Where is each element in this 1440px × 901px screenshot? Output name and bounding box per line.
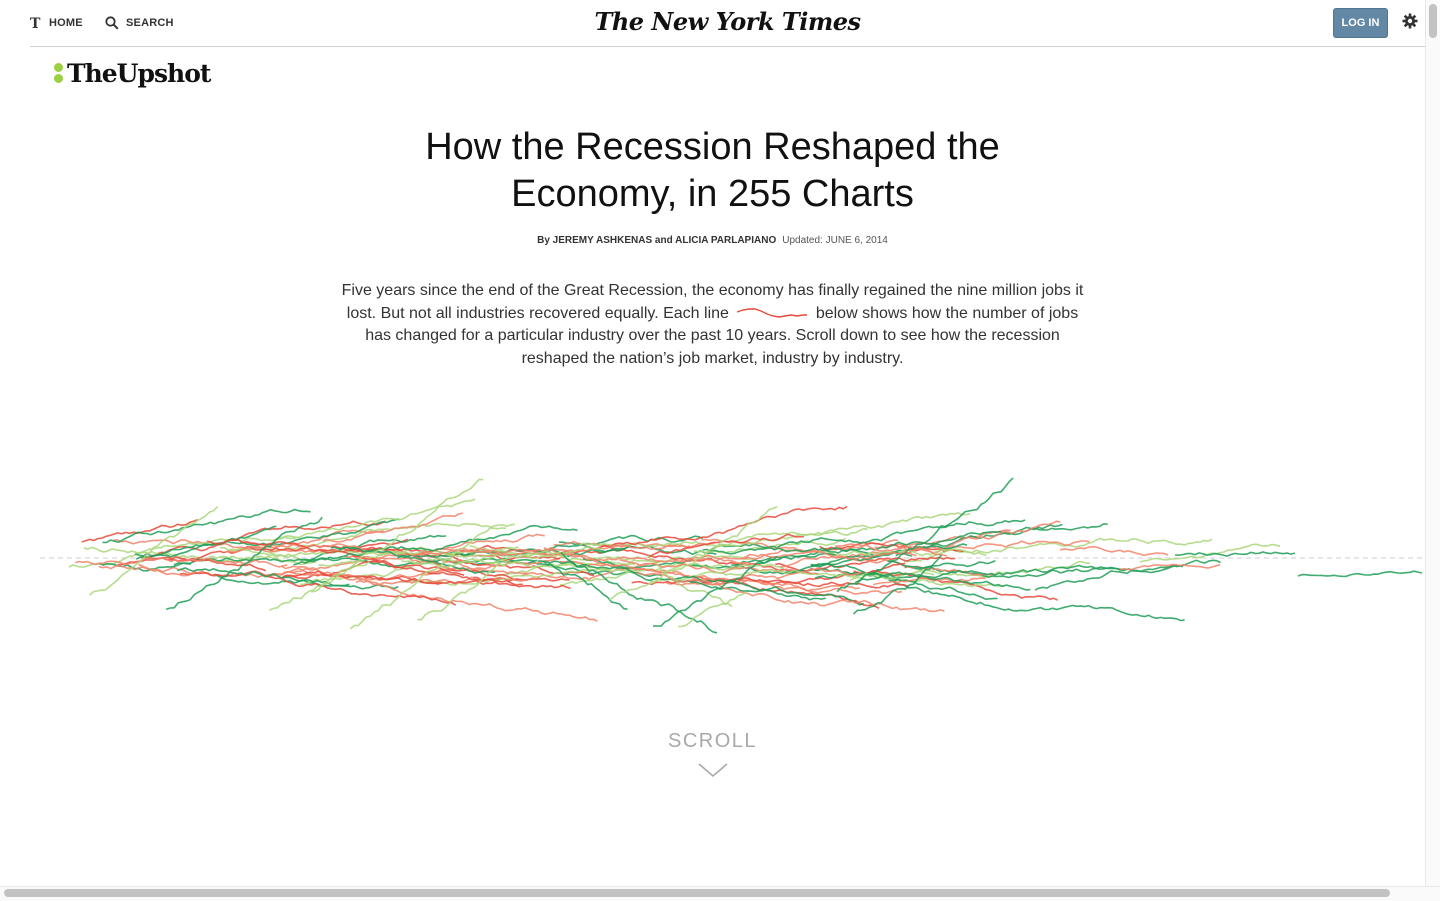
industry-line	[322, 512, 463, 543]
login-button[interactable]: LOG IN	[1333, 8, 1388, 38]
headline-line-1: How the Recession Reshaped the	[425, 126, 1000, 168]
industry-line	[135, 525, 277, 560]
industry-line	[608, 505, 778, 601]
industry-line	[647, 533, 804, 559]
industry-line	[775, 556, 956, 572]
byline-authors: By JEREMY ASHKENAS and ALICIA PARLAPIANO	[537, 235, 777, 246]
industry-line	[89, 506, 219, 596]
industry-line	[834, 543, 948, 557]
industry-line	[650, 568, 935, 583]
industry-line	[165, 516, 323, 611]
industry-line	[75, 557, 288, 568]
industry-line	[102, 508, 311, 544]
industry-line	[852, 554, 943, 615]
industry-line	[141, 520, 386, 559]
industry-line	[582, 557, 692, 569]
search-icon	[105, 16, 119, 30]
nyt-masthead-logo[interactable]: The New York Times	[594, 7, 862, 36]
intro-text-before: Five years since the end of the Great Re…	[341, 282, 1084, 322]
the-upshot-logo[interactable]: TheUpshot	[54, 58, 211, 88]
home-link[interactable]: T HOME	[30, 14, 83, 32]
intro-text-after: below shows how the number of jobs has c…	[365, 304, 1079, 367]
industry-line	[270, 498, 476, 542]
industry-line	[678, 591, 747, 628]
industry-line	[206, 539, 523, 587]
industry-line	[311, 478, 484, 593]
industry-line	[888, 579, 1185, 622]
industry-line	[653, 555, 778, 627]
industry-line	[282, 570, 571, 590]
industry-line	[602, 544, 820, 576]
industry-line	[1174, 551, 1296, 557]
industry-line	[411, 541, 716, 557]
industry-line	[665, 578, 903, 595]
vertical-scrollbar-thumb[interactable]	[1429, 4, 1437, 38]
industry-line	[708, 519, 1026, 552]
industry-line	[269, 560, 370, 611]
industry-line	[226, 542, 367, 554]
nyt-t-logo-icon: T	[30, 16, 41, 30]
upshot-dots-icon	[54, 62, 63, 84]
industry-line	[281, 565, 598, 622]
scroll-prompt[interactable]: SCROLL	[667, 730, 758, 752]
industry-line	[349, 527, 507, 630]
industry-line	[543, 547, 741, 585]
industry-line	[636, 571, 945, 613]
industry-line	[177, 567, 350, 587]
industry-line	[671, 578, 865, 606]
chevron-down-icon[interactable]	[698, 762, 728, 778]
industry-line	[371, 557, 465, 576]
industry-line	[721, 567, 866, 581]
industry-line	[887, 560, 996, 569]
industry-line	[836, 477, 1014, 593]
industry-line	[853, 570, 1059, 601]
upshot-logo-text: TheUpshot	[67, 58, 211, 88]
industry-line	[731, 552, 836, 567]
industry-line	[417, 559, 510, 621]
industry-line	[173, 534, 447, 566]
industry-line	[1139, 543, 1281, 563]
industry-line	[220, 546, 313, 564]
industry-line	[702, 546, 875, 557]
industry-line	[714, 512, 971, 548]
industry-line	[873, 576, 986, 586]
industry-line	[1297, 570, 1423, 578]
industry-line	[1059, 545, 1169, 557]
svg-text:T: T	[30, 16, 41, 30]
industry-line	[537, 560, 826, 601]
industry-line	[598, 505, 848, 549]
industry-line	[854, 564, 1124, 584]
industry-line	[579, 527, 868, 548]
industry-line	[401, 545, 602, 569]
industry-job-lines-chart	[40, 477, 1425, 634]
industry-line	[560, 551, 718, 634]
industry-line	[1034, 564, 1184, 591]
industry-line	[784, 551, 913, 574]
industry-line	[330, 546, 495, 574]
sample-line-icon	[737, 308, 808, 318]
horizontal-scrollbar-thumb[interactable]	[4, 889, 1390, 897]
top-navigation-bar: T HOME SEARCH The New York Times LOG IN	[30, 0, 1425, 47]
gear-icon[interactable]	[1402, 13, 1418, 29]
industry-line	[647, 554, 733, 608]
industry-line	[1119, 563, 1221, 571]
industry-line	[98, 562, 192, 572]
industry-line	[98, 564, 196, 577]
industry-line	[469, 544, 643, 561]
article-headline: How the Recession Reshaped the Economy, …	[0, 124, 1425, 218]
article-byline: By JEREMY ASHKENAS and ALICIA PARLAPIANO…	[0, 235, 1425, 246]
article-intro: Five years since the end of the Great Re…	[335, 280, 1090, 370]
industry-line	[355, 576, 541, 586]
search-label: SEARCH	[126, 17, 174, 29]
industry-line	[293, 524, 578, 566]
industry-line	[780, 520, 1061, 568]
industry-line	[818, 548, 987, 557]
headline-line-2: Economy, in 255 Charts	[511, 173, 914, 215]
search-link[interactable]: SEARCH	[105, 14, 174, 32]
industry-line	[542, 560, 628, 611]
vertical-scrollbar[interactable]	[1425, 0, 1440, 886]
industry-line	[213, 573, 399, 590]
home-label: HOME	[49, 17, 83, 29]
updated-date: Updated: JUNE 6, 2014	[782, 235, 888, 246]
